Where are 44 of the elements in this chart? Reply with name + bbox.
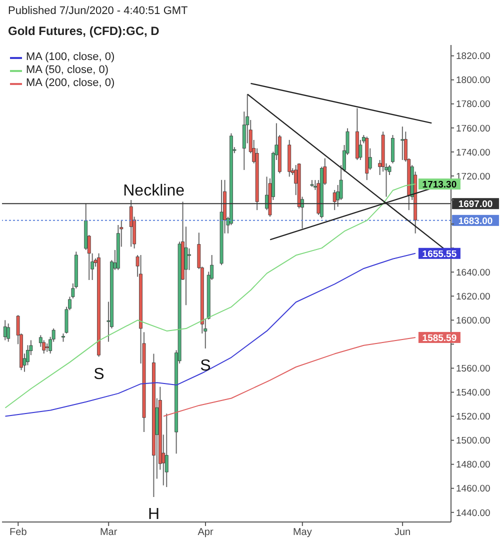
data-label: 1585.59 [422, 332, 457, 344]
y-tick-label: 1540.00 [456, 388, 490, 399]
legend-label: MA (50, close, 0) [26, 64, 109, 77]
chart-title: Gold Futures, (CFD):GC, D [8, 24, 160, 38]
annotation: S [200, 358, 211, 374]
y-tick-label: 1480.00 [456, 460, 490, 471]
y-tick-label: 1560.00 [456, 364, 490, 375]
candlestick [184, 226, 188, 306]
y-tick-label: 1460.00 [456, 484, 490, 495]
y-tick-label: 1720.00 [456, 171, 490, 182]
line-series [163, 336, 416, 417]
legend-label: MA (100, close, 0) [26, 51, 115, 64]
y-tick-label: 1440.00 [456, 508, 490, 519]
x-tick-label: Feb [10, 527, 28, 538]
x-tick-label: Apr [198, 527, 214, 538]
line-series [4, 252, 416, 417]
y-tick-label: 1520.00 [456, 412, 490, 423]
y-tick-label: 1820.00 [456, 51, 490, 62]
data-label: 1655.55 [422, 248, 458, 260]
ref-line-label: 1683.00 [458, 216, 493, 227]
legend-label: MA (200, close, 0) [26, 77, 115, 90]
ref-line-label: 1697.00 [458, 199, 493, 210]
y-tick-label: 1500.00 [456, 436, 490, 447]
x-tick-label: May [292, 527, 312, 538]
y-tick-label: 1760.00 [456, 123, 490, 134]
y-tick-label: 1640.00 [456, 267, 490, 278]
line-series [4, 184, 416, 408]
candlestick [188, 248, 191, 271]
text: Published 7/Jun/2020 - 4:40:51 GMT [8, 5, 188, 17]
y-tick-label: 1780.00 [456, 99, 490, 110]
x-tick-label: Mar [100, 527, 118, 538]
y-tick-label: 1600.00 [456, 316, 490, 327]
y-tick-label: 1800.00 [456, 75, 490, 86]
data-label: 1713.30 [422, 180, 457, 191]
candlestick [400, 126, 404, 160]
annotation: S [94, 366, 104, 383]
x-tick-label: Jun [394, 527, 411, 538]
annotation: H [148, 506, 160, 524]
y-tick-label: 1620.00 [456, 291, 490, 302]
y-tick-label: 1740.00 [456, 147, 490, 158]
candlestick [391, 134, 394, 164]
annotation: Neckline [123, 182, 185, 200]
candlestick [6, 323, 10, 342]
candlestick [164, 413, 168, 488]
